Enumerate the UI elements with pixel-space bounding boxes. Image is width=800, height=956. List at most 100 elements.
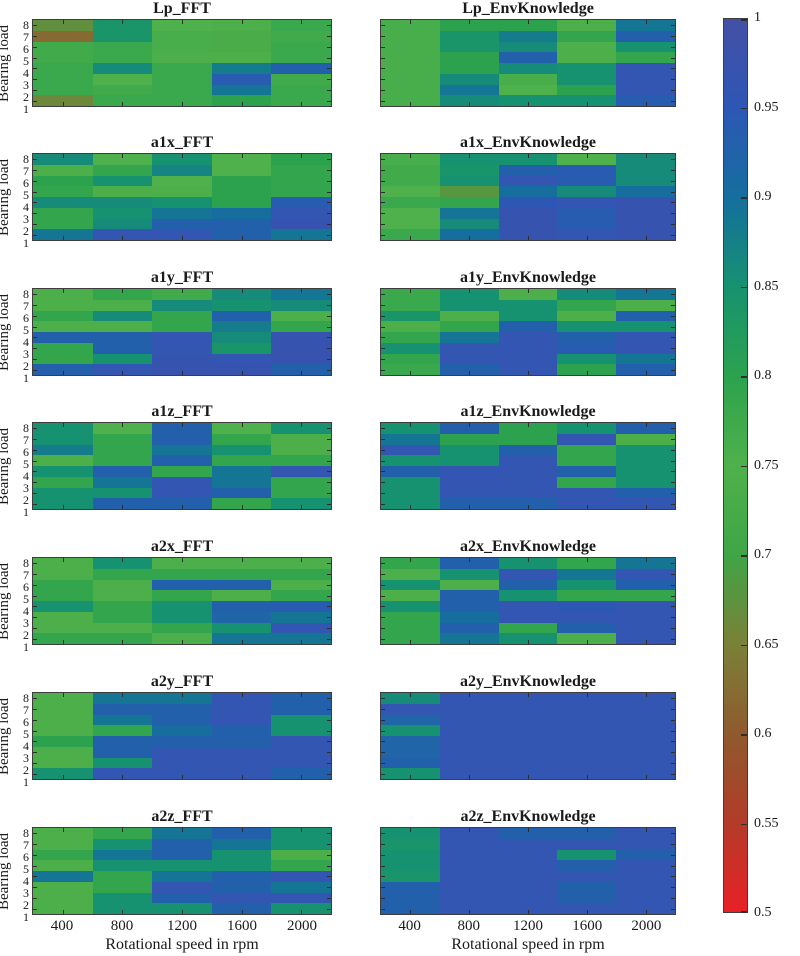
heatmap-cells: [381, 423, 675, 509]
y-tick-mark: [327, 503, 331, 505]
heatmap-cell: [616, 714, 675, 726]
heatmap-cell: [152, 229, 212, 240]
heatmap-cell: [616, 768, 675, 779]
x-tick-mark: [528, 828, 529, 832]
y-tick-mark: [33, 358, 37, 360]
heatmap-cell: [271, 871, 331, 882]
y-tick-mark: [671, 606, 675, 608]
heatmap-cell: [557, 154, 617, 165]
y-tick-mark: [381, 752, 385, 754]
heatmap-cell: [33, 466, 93, 477]
y-tick-label: 4: [23, 604, 29, 618]
heatmap-cell: [271, 95, 331, 106]
y-tick-mark: [671, 719, 675, 721]
y-tick-label: 6: [23, 445, 29, 459]
y-tick-mark: [33, 471, 37, 473]
y-tick-mark: [327, 449, 331, 451]
heatmap-cell: [92, 332, 153, 343]
heatmap-cells: [33, 828, 331, 914]
heatmap-cells: [381, 154, 675, 240]
heatmap-cell: [33, 860, 93, 871]
heatmap-cell: [616, 881, 675, 893]
y-tick-mark: [327, 606, 331, 608]
heatmap-cell: [557, 590, 617, 601]
heatmap-cell: [92, 558, 153, 569]
y-tick-mark: [327, 865, 331, 867]
heatmap-cell: [271, 444, 331, 456]
heatmap-cell: [381, 63, 440, 74]
x-tick-mark: [645, 423, 647, 427]
y-tick-mark: [671, 773, 675, 775]
x-tick-mark: [241, 828, 243, 832]
heatmap-cell: [557, 353, 617, 365]
heatmap-cell: [92, 433, 153, 445]
x-tick-mark: [528, 423, 529, 427]
heatmap-cell: [439, 63, 499, 74]
heatmap-cell: [498, 476, 558, 488]
heatmap-cell: [271, 611, 331, 623]
x-tick-mark: [528, 371, 529, 375]
heatmap-cell: [33, 725, 93, 736]
y-tick-label: 8: [23, 826, 29, 840]
heatmap-cell: [152, 175, 212, 187]
heatmap-cell: [616, 364, 675, 375]
heatmap-cell: [152, 476, 212, 488]
heatmap-cell: [616, 423, 675, 434]
heatmap-cell: [33, 186, 93, 197]
heatmap-cell: [271, 590, 331, 601]
y-tick-mark: [671, 563, 675, 565]
heatmap-cell: [92, 310, 153, 322]
y-tick-mark: [671, 180, 675, 182]
heatmap-cell: [381, 828, 440, 839]
x-tick-mark: [122, 371, 124, 375]
y-tick-mark: [33, 223, 37, 225]
y-tick-mark: [33, 719, 37, 721]
heatmap-cell: [381, 568, 440, 580]
heatmap-cell: [498, 860, 558, 871]
heatmap-cell: [211, 487, 272, 499]
heatmap-cell: [33, 20, 93, 31]
y-tick-mark: [381, 337, 385, 339]
heatmap-cell: [381, 321, 440, 332]
heatmap-cell: [211, 41, 272, 53]
heatmap-cell: [381, 84, 440, 96]
x-tick-mark: [645, 775, 647, 779]
heatmap-cell: [439, 871, 499, 882]
heatmap-cell: [92, 229, 153, 240]
heatmap-cell: [33, 52, 93, 63]
heatmap-cell: [211, 892, 272, 904]
x-tick-mark: [241, 289, 243, 293]
heatmap-cell: [33, 455, 93, 466]
colorbar-tick-label: 0.6: [754, 726, 772, 741]
heatmap-cell: [92, 299, 153, 311]
heatmap-cell: [498, 466, 558, 477]
heatmap-cell: [33, 364, 93, 375]
heatmap-cell: [557, 332, 617, 343]
heatmap-cell: [211, 433, 272, 445]
x-tick-mark: [301, 910, 303, 914]
x-tick-mark: [182, 828, 183, 832]
x-tick-mark: [410, 423, 412, 427]
heatmap-cell: [439, 903, 499, 914]
heatmap-cell: [439, 207, 499, 219]
y-tick-mark: [671, 305, 675, 307]
subplot-title: a2y_EnvKnowledge: [459, 673, 596, 690]
y-tick-mark: [671, 627, 675, 629]
x-tick-mark: [469, 505, 471, 509]
heatmap-cell: [92, 736, 153, 747]
x-tick-mark: [241, 505, 243, 509]
heatmap-cell: [498, 218, 558, 230]
x-tick-mark: [62, 775, 64, 779]
heatmap-cell: [152, 487, 212, 499]
x-tick-mark: [469, 775, 471, 779]
heatmap-cell: [439, 164, 499, 176]
heatmap-cell: [616, 611, 675, 623]
heatmap-cell: [557, 725, 617, 736]
heatmap-cell: [381, 746, 440, 758]
heatmap-cell: [33, 30, 93, 42]
heatmap-a2z_EnvKnowledge: [380, 827, 676, 915]
y-tick-mark: [33, 617, 37, 619]
heatmap-cell: [381, 466, 440, 477]
y-tick-mark: [327, 180, 331, 182]
y-tick-mark: [381, 159, 385, 161]
